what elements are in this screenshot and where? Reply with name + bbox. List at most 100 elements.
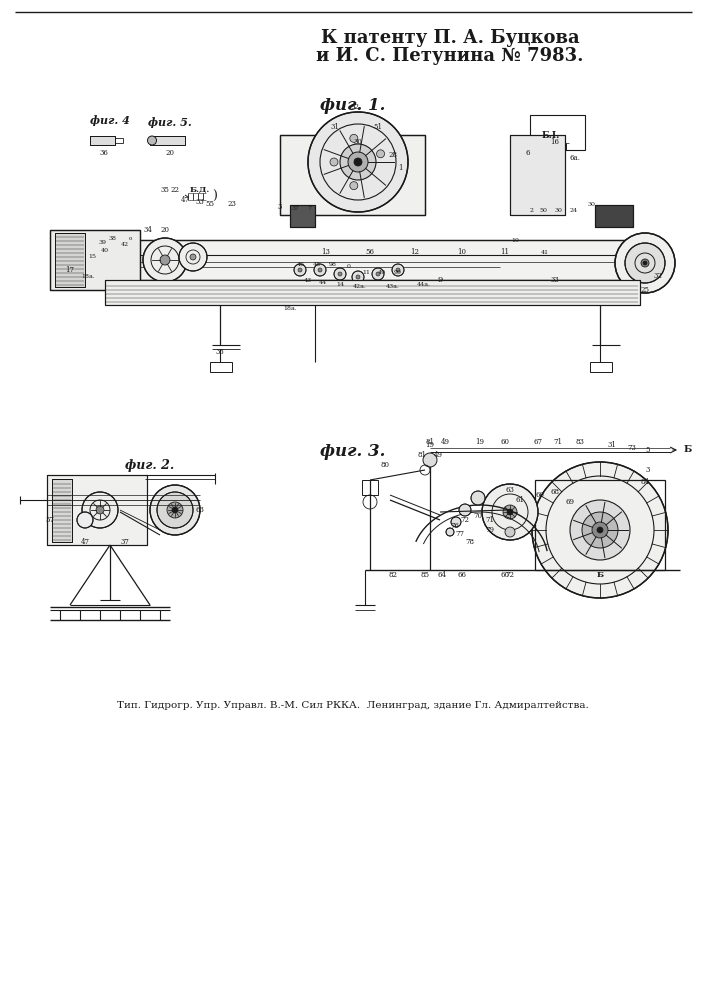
Text: Б: Б bbox=[684, 446, 692, 454]
Circle shape bbox=[318, 268, 322, 272]
Text: 47: 47 bbox=[180, 196, 189, 204]
Text: 56: 56 bbox=[366, 248, 375, 256]
Text: 42: 42 bbox=[121, 242, 129, 247]
Text: 0: 0 bbox=[347, 264, 351, 269]
Text: 63: 63 bbox=[506, 486, 515, 494]
Text: 49: 49 bbox=[440, 438, 450, 446]
Text: 80: 80 bbox=[380, 461, 390, 469]
Text: К патенту П. А. Буцкова: К патенту П. А. Буцкова bbox=[321, 29, 579, 47]
Text: 23: 23 bbox=[228, 200, 236, 208]
Text: 41: 41 bbox=[541, 249, 549, 254]
Text: 6: 6 bbox=[525, 149, 530, 157]
Circle shape bbox=[471, 491, 485, 505]
Text: 20: 20 bbox=[160, 226, 170, 234]
Text: 52: 52 bbox=[351, 103, 359, 111]
Circle shape bbox=[582, 512, 618, 548]
Bar bbox=[105, 240, 640, 280]
Text: 22: 22 bbox=[170, 186, 180, 194]
Text: 98: 98 bbox=[329, 262, 337, 267]
Text: 24: 24 bbox=[570, 208, 578, 213]
Ellipse shape bbox=[148, 136, 156, 145]
Circle shape bbox=[459, 504, 471, 516]
Text: 11: 11 bbox=[501, 248, 510, 256]
Text: фиг. 2.: фиг. 2. bbox=[125, 458, 175, 472]
Bar bbox=[50, 230, 140, 290]
Text: 42а.: 42а. bbox=[353, 284, 367, 290]
Text: Б: Б bbox=[597, 571, 604, 579]
Bar bbox=[362, 480, 378, 495]
Circle shape bbox=[150, 485, 200, 535]
Bar bbox=[290, 205, 315, 227]
Circle shape bbox=[340, 144, 376, 180]
Text: 71: 71 bbox=[554, 438, 563, 446]
Bar bbox=[150, 136, 185, 145]
Text: 14: 14 bbox=[336, 282, 344, 286]
Bar bbox=[52, 479, 72, 542]
Circle shape bbox=[352, 271, 364, 283]
Circle shape bbox=[505, 527, 515, 537]
Text: 47: 47 bbox=[81, 538, 90, 546]
Text: Б.Д.: Б.Д. bbox=[190, 186, 210, 194]
Circle shape bbox=[167, 502, 183, 518]
Bar bbox=[535, 480, 665, 570]
Circle shape bbox=[357, 281, 367, 291]
Bar bbox=[595, 205, 633, 227]
Text: 82: 82 bbox=[389, 571, 397, 579]
Text: 25: 25 bbox=[641, 286, 650, 294]
Text: 76: 76 bbox=[450, 522, 460, 530]
Text: 36: 36 bbox=[100, 149, 108, 157]
Text: 64: 64 bbox=[438, 571, 447, 579]
Text: фиг. 4: фиг. 4 bbox=[90, 114, 130, 125]
Circle shape bbox=[314, 264, 326, 276]
Bar bbox=[510, 135, 565, 215]
Bar bbox=[47, 475, 147, 545]
Circle shape bbox=[298, 268, 302, 272]
Text: 3: 3 bbox=[645, 466, 650, 474]
Bar bbox=[595, 205, 633, 227]
Bar bbox=[90, 136, 115, 145]
Bar bbox=[150, 136, 185, 145]
Text: фиг. 1.: фиг. 1. bbox=[320, 97, 386, 113]
Circle shape bbox=[77, 512, 93, 528]
Text: 33: 33 bbox=[551, 276, 559, 284]
Bar bbox=[47, 475, 147, 545]
Circle shape bbox=[294, 264, 306, 276]
Text: 63: 63 bbox=[196, 506, 204, 514]
Text: 49: 49 bbox=[433, 451, 443, 459]
Text: и И. С. Петунина № 7983.: и И. С. Петунина № 7983. bbox=[316, 47, 584, 65]
Text: 43: 43 bbox=[304, 277, 312, 282]
Circle shape bbox=[172, 507, 178, 513]
Text: фиг. 3.: фиг. 3. bbox=[320, 444, 386, 460]
Bar bbox=[530, 115, 585, 150]
Bar bbox=[590, 362, 612, 372]
Circle shape bbox=[96, 506, 104, 514]
Text: 83: 83 bbox=[575, 438, 585, 446]
Text: 29: 29 bbox=[354, 158, 363, 166]
Bar bbox=[105, 280, 640, 305]
Circle shape bbox=[592, 522, 608, 538]
Circle shape bbox=[143, 238, 187, 282]
Text: 99: 99 bbox=[394, 269, 402, 274]
Text: 30: 30 bbox=[554, 208, 562, 213]
Text: 37: 37 bbox=[291, 206, 299, 211]
Circle shape bbox=[354, 158, 362, 166]
Text: 20: 20 bbox=[165, 149, 175, 157]
Bar bbox=[280, 135, 425, 215]
Text: 30: 30 bbox=[354, 138, 363, 146]
Text: 51: 51 bbox=[373, 123, 382, 131]
Text: 35: 35 bbox=[160, 186, 170, 194]
Circle shape bbox=[160, 255, 170, 265]
Circle shape bbox=[334, 268, 346, 280]
Text: 11: 11 bbox=[362, 269, 370, 274]
Circle shape bbox=[597, 527, 603, 533]
Text: 55: 55 bbox=[206, 200, 214, 208]
Bar bbox=[55, 233, 85, 287]
Text: 19: 19 bbox=[476, 438, 484, 446]
Text: 70: 70 bbox=[474, 512, 482, 520]
Text: 5: 5 bbox=[645, 446, 650, 454]
Text: 81: 81 bbox=[418, 451, 426, 459]
Circle shape bbox=[570, 500, 630, 560]
Circle shape bbox=[82, 492, 118, 528]
Circle shape bbox=[625, 243, 665, 283]
Text: 16: 16 bbox=[551, 138, 559, 146]
